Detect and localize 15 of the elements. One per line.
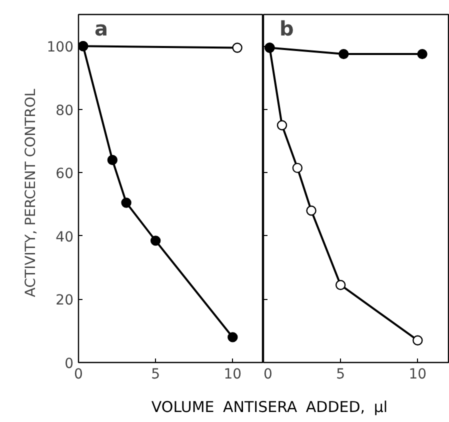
x-tick-label: 5: [151, 366, 160, 382]
y-tick-label: 60: [56, 166, 74, 182]
y-tick-label: 20: [56, 292, 74, 309]
y-tick-label: 100: [46, 40, 74, 56]
x-axis-title: VOLUME ANTISERA ADDED, µl: [151, 397, 388, 418]
y-tick-label: 0: [64, 356, 74, 372]
x-tick-label: 10: [224, 366, 242, 382]
y-tick-label: 80: [56, 102, 74, 119]
chart-title: b: [280, 16, 294, 40]
x-tick-label: 10: [408, 366, 427, 382]
x-tick-label: 5: [336, 366, 346, 382]
y-tick-label: 40: [56, 229, 74, 246]
x-tick-label: 0: [264, 366, 272, 382]
chart-title: a: [94, 16, 108, 40]
y-axis-title: ACTIVITY, PERCENT CONTROL: [22, 88, 39, 298]
